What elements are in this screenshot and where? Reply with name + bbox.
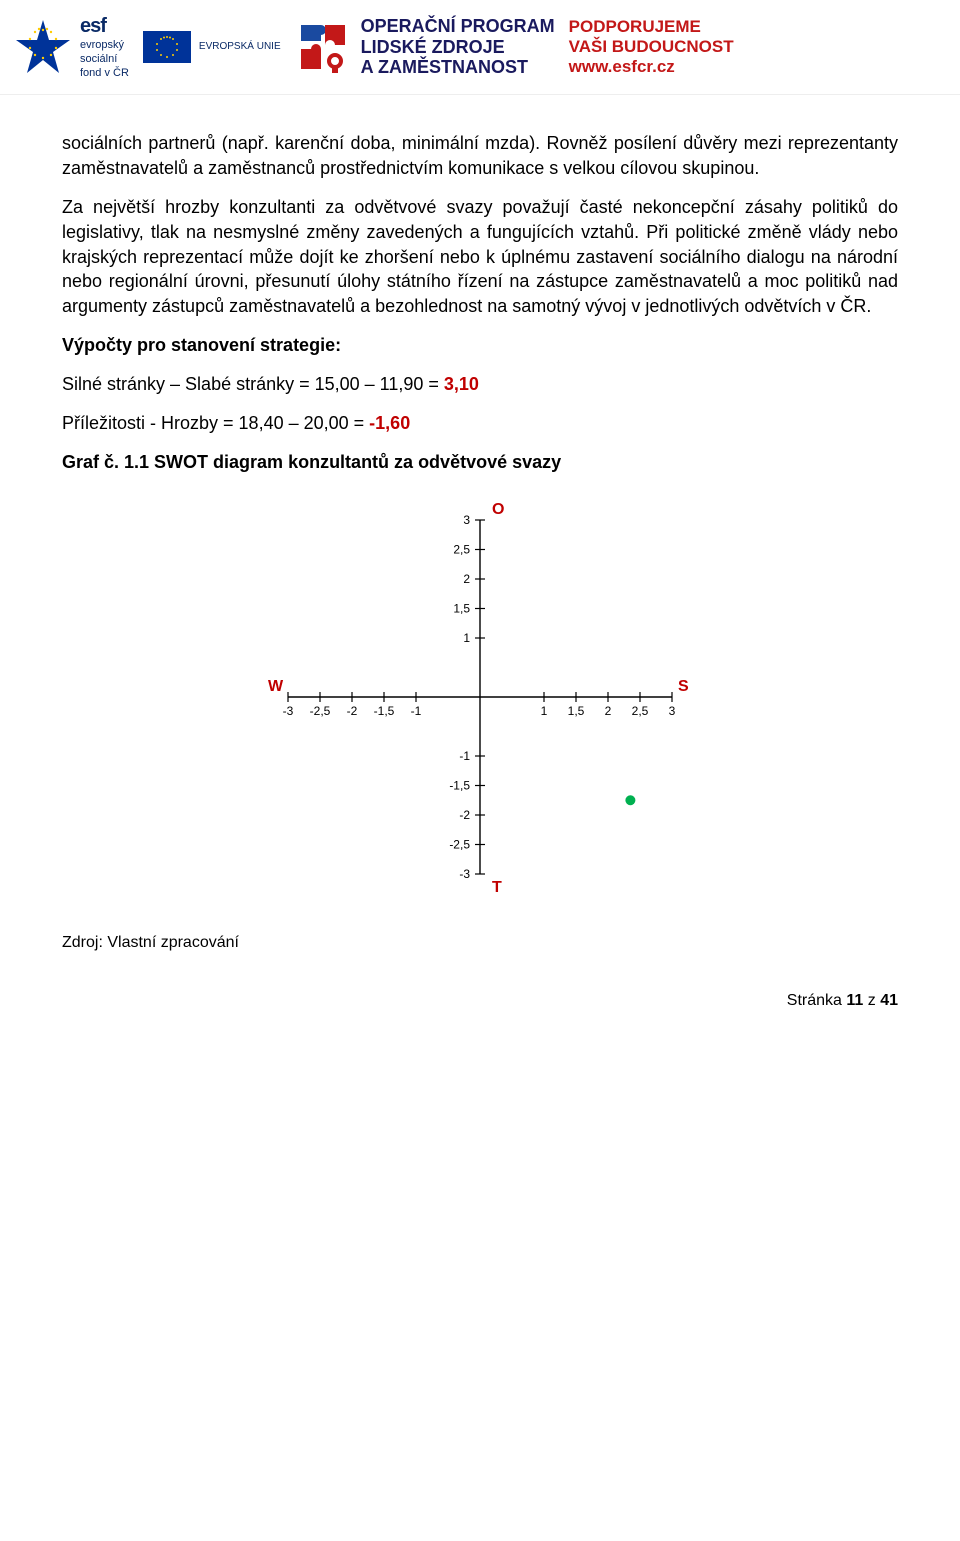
svg-text:O: O bbox=[492, 501, 504, 518]
svg-text:2: 2 bbox=[605, 704, 612, 718]
esf-line: fond v ČR bbox=[80, 67, 129, 81]
svg-text:2,5: 2,5 bbox=[453, 543, 470, 557]
svg-text:2,5: 2,5 bbox=[632, 704, 649, 718]
esf-line: sociální bbox=[80, 53, 129, 67]
svg-text:3: 3 bbox=[669, 704, 676, 718]
calc-line-1-text: Silné stránky – Slabé stránky = 15,00 – … bbox=[62, 374, 444, 394]
logo-op: OPERAČNÍ PROGRAM LIDSKÉ ZDROJE A ZAMĚSTN… bbox=[295, 16, 555, 78]
swot-chart-svg: -3 -2,5 -2 -1,5 -1 1 1,5 2 2,5 3 1 1,5 2 2,5 3 -1 -1,5 -2… bbox=[260, 492, 700, 902]
calc-heading: Výpočty pro stanovení strategie: bbox=[62, 333, 898, 358]
svg-text:3: 3 bbox=[463, 513, 470, 527]
header-banner: esf evropský sociální fond v ČR EVROPSKÁ… bbox=[0, 0, 960, 95]
svg-text:-1: -1 bbox=[459, 749, 470, 763]
esf-line: evropský bbox=[80, 39, 129, 53]
svg-text:-1,5: -1,5 bbox=[374, 704, 395, 718]
content: sociálních partnerů (např. karenční doba… bbox=[0, 95, 960, 992]
op-line: A ZAMĚSTNANOST bbox=[361, 57, 555, 78]
support-block: PODPORUJEME VAŠI BUDOUCNOST www.esfcr.cz bbox=[569, 17, 734, 78]
op-line: OPERAČNÍ PROGRAM bbox=[361, 16, 555, 37]
svg-text:-3: -3 bbox=[459, 867, 470, 881]
page-footer: Stránka 11 z 41 bbox=[0, 992, 960, 1036]
source-note: Zdroj: Vlastní zpracování bbox=[62, 932, 898, 954]
svg-text:-2,5: -2,5 bbox=[449, 838, 470, 852]
svg-text:-3: -3 bbox=[283, 704, 294, 718]
esf-text: esf evropský sociální fond v ČR bbox=[80, 14, 129, 80]
op-line: LIDSKÉ ZDROJE bbox=[361, 37, 555, 58]
calc-line-1-value: 3,10 bbox=[444, 374, 479, 394]
svg-text:S: S bbox=[678, 678, 689, 695]
esf-star-icon bbox=[14, 18, 72, 76]
svg-text:-2,5: -2,5 bbox=[310, 704, 331, 718]
svg-text:-1,5: -1,5 bbox=[449, 779, 470, 793]
support-line: PODPORUJEME bbox=[569, 17, 734, 37]
esf-title: esf bbox=[80, 14, 129, 39]
support-link[interactable]: www.esfcr.cz bbox=[569, 57, 734, 77]
puzzle-icon bbox=[295, 19, 351, 75]
svg-text:-2: -2 bbox=[347, 704, 358, 718]
footer-total: 41 bbox=[880, 992, 898, 1009]
svg-text:T: T bbox=[492, 879, 502, 896]
calc-line-2: Příležitosti - Hrozby = 18,40 – 20,00 = … bbox=[62, 411, 898, 436]
svg-text:2: 2 bbox=[463, 572, 470, 586]
svg-text:1: 1 bbox=[541, 704, 548, 718]
swot-chart: -3 -2,5 -2 -1,5 -1 1 1,5 2 2,5 3 1 1,5 2 2,5 3 -1 -1,5 -2… bbox=[62, 492, 898, 902]
calc-line-2-value: -1,60 bbox=[369, 413, 410, 433]
logo-esf: esf evropský sociální fond v ČR bbox=[14, 14, 129, 80]
paragraph-1: sociálních partnerů (např. karenční doba… bbox=[62, 131, 898, 181]
svg-text:1,5: 1,5 bbox=[453, 602, 470, 616]
paragraph-2: Za největší hrozby konzultanti za odvětv… bbox=[62, 195, 898, 319]
eu-flag-icon bbox=[143, 31, 191, 63]
eu-flag-block: EVROPSKÁ UNIE bbox=[143, 31, 281, 63]
calc-line-2-text: Příležitosti - Hrozby = 18,40 – 20,00 = bbox=[62, 413, 369, 433]
support-line: VAŠI BUDOUCNOST bbox=[569, 37, 734, 57]
svg-text:1: 1 bbox=[463, 631, 470, 645]
footer-prefix: Stránka bbox=[787, 992, 847, 1009]
eu-label: EVROPSKÁ UNIE bbox=[199, 41, 281, 53]
footer-page: 11 bbox=[846, 992, 863, 1009]
svg-text:-1: -1 bbox=[411, 704, 422, 718]
chart-heading: Graf č. 1.1 SWOT diagram konzultantů za … bbox=[62, 450, 898, 475]
svg-text:1,5: 1,5 bbox=[568, 704, 585, 718]
svg-text:W: W bbox=[268, 678, 284, 695]
svg-text:-2: -2 bbox=[459, 808, 470, 822]
calc-line-1: Silné stránky – Slabé stránky = 15,00 – … bbox=[62, 372, 898, 397]
footer-mid: z bbox=[863, 992, 880, 1009]
op-text: OPERAČNÍ PROGRAM LIDSKÉ ZDROJE A ZAMĚSTN… bbox=[361, 16, 555, 78]
